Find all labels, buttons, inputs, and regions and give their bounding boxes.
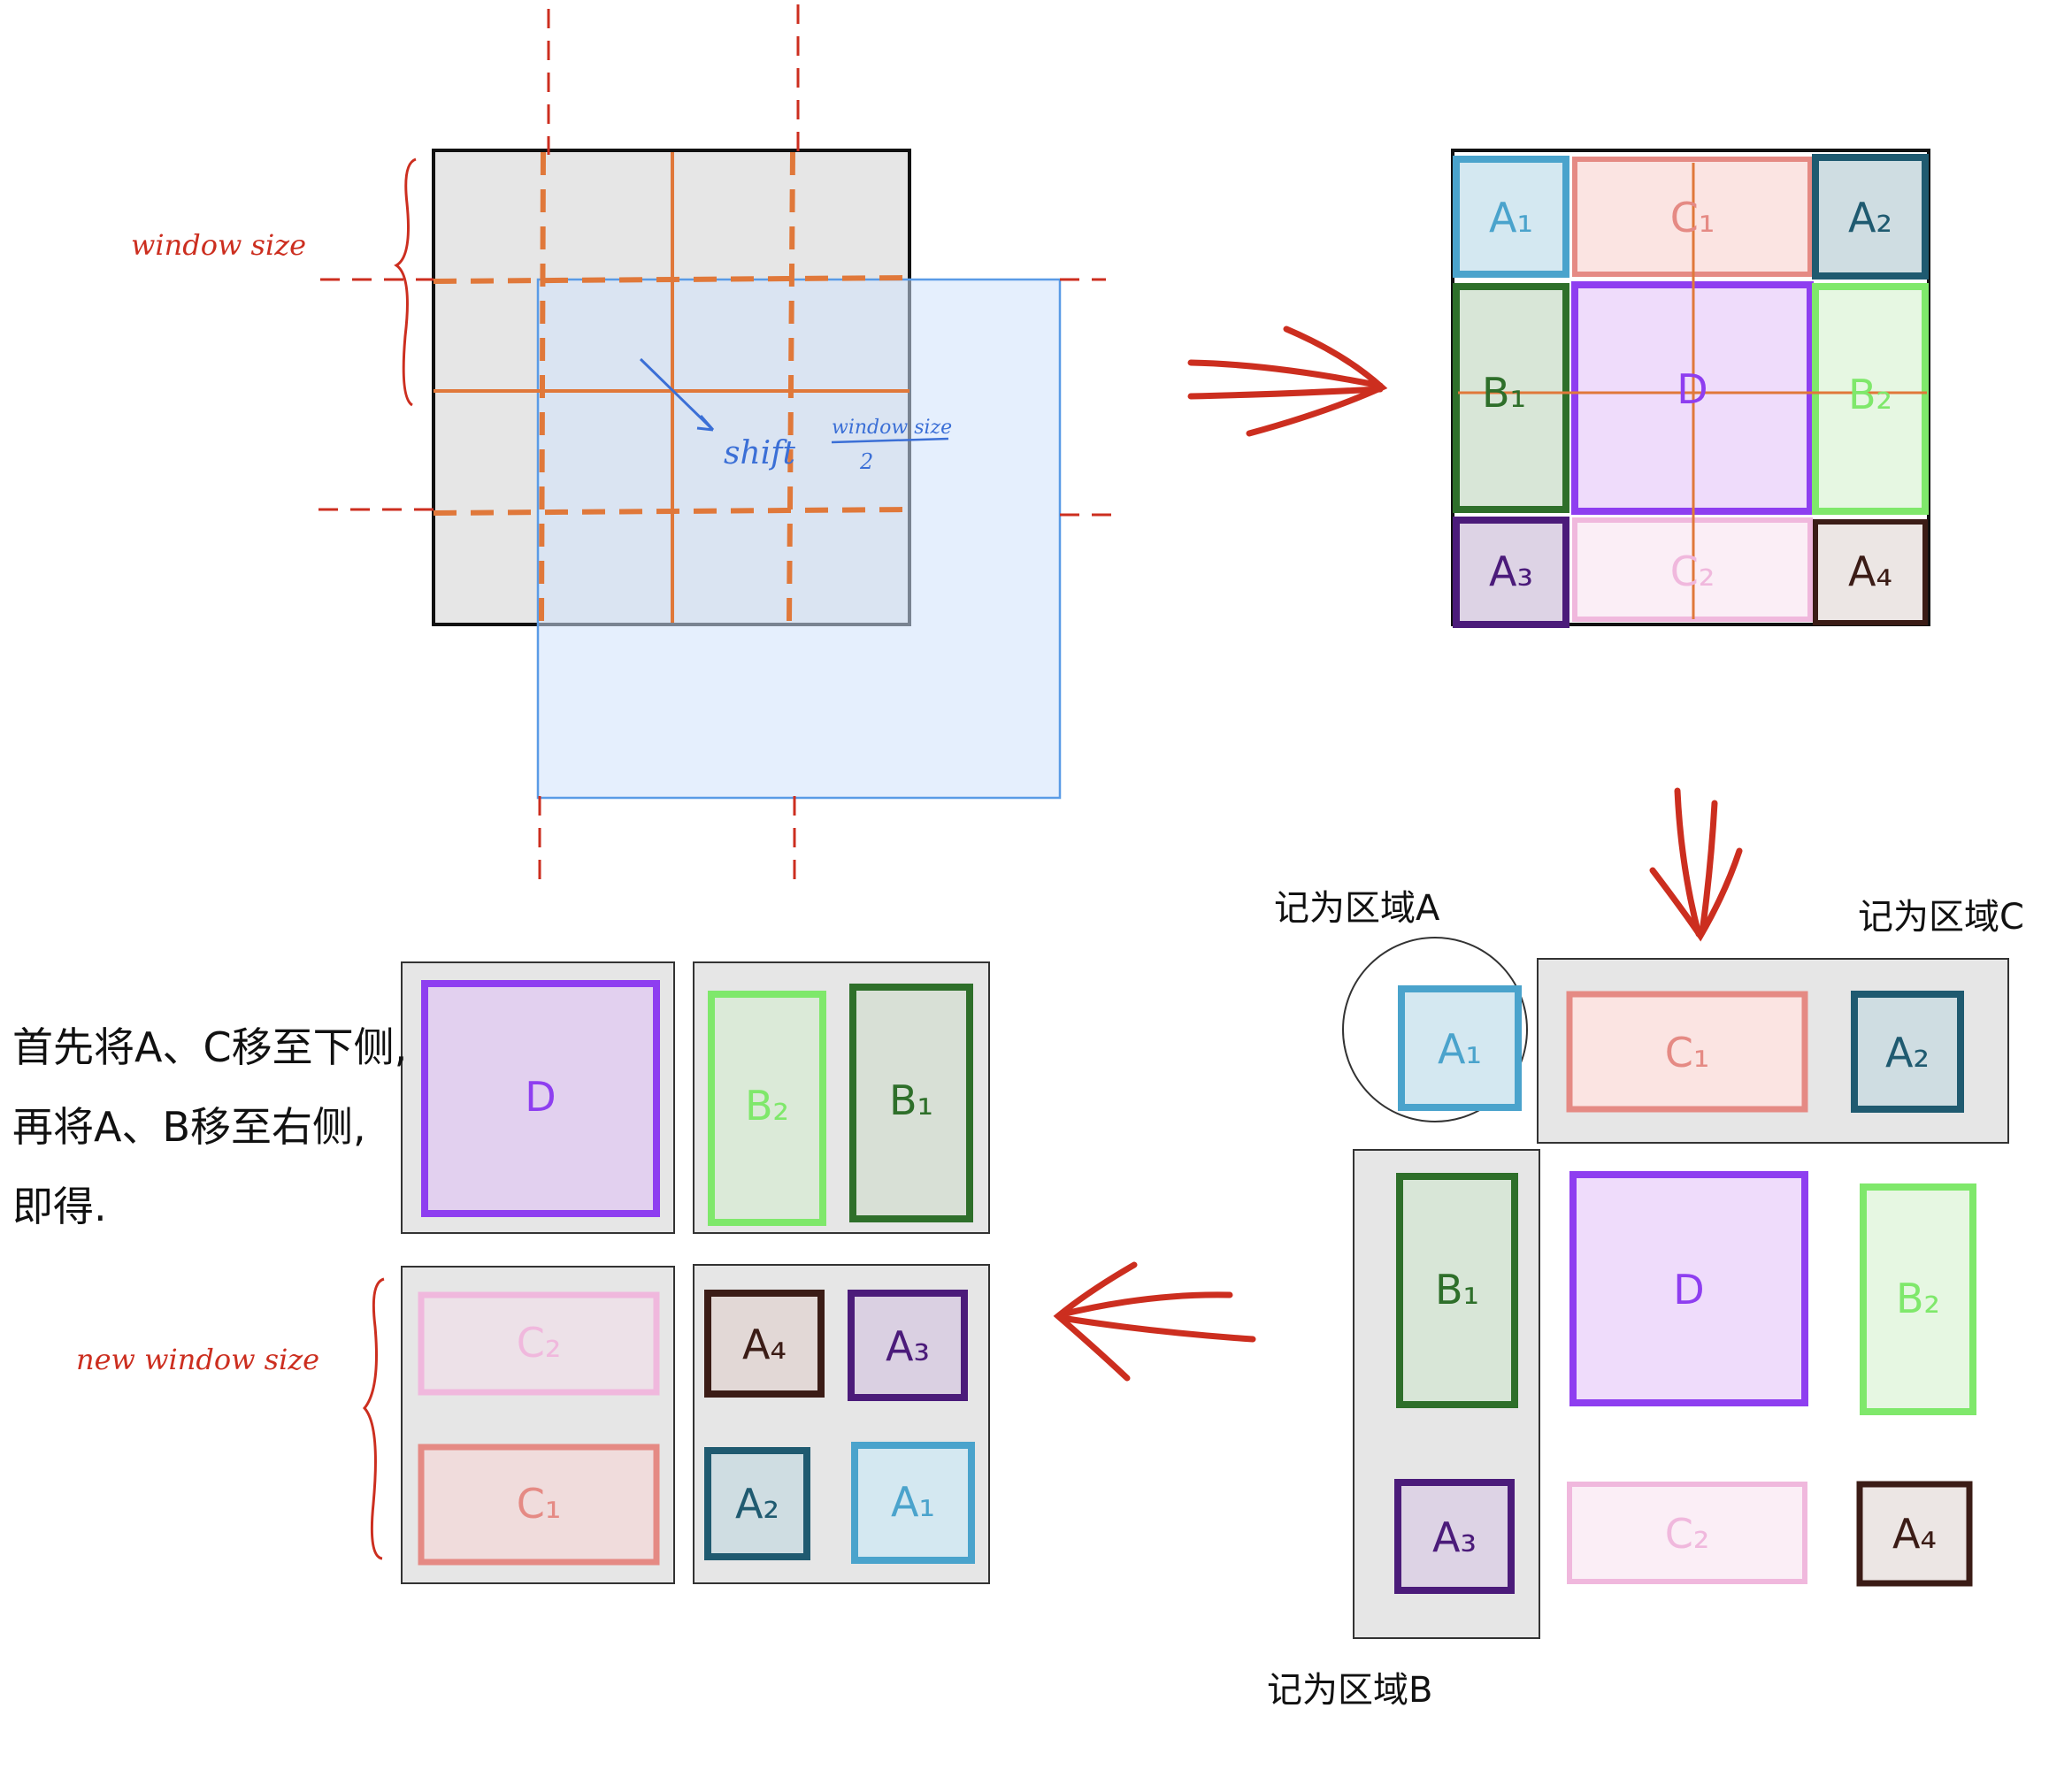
cell-a3: [1453, 517, 1569, 628]
cell-a4: [1856, 1481, 1973, 1587]
cell-c2: [1567, 1482, 1807, 1584]
label-a3: A₃: [1432, 1513, 1477, 1561]
cut-lines: [318, 4, 1117, 885]
note-line-1: 首先将A、C移至下侧,: [12, 1023, 407, 1071]
label-c2: C₂: [1670, 548, 1715, 595]
label-b1: B₁: [1482, 369, 1526, 417]
shift-denominator: 2: [859, 449, 873, 474]
cell-a1: [1453, 156, 1569, 278]
shift-numerator: window size: [832, 417, 952, 439]
label-d: D: [1677, 365, 1707, 413]
label-c1: C₁: [1665, 1029, 1710, 1076]
panel-regions: A₁ C₁ A₂ B₁ D B₂ A₃ C₂ A₄ 记为区域A 记为区域C 记为…: [1267, 888, 2024, 1711]
shift-fraction-bar: [831, 437, 949, 444]
note-line-2: 再将A、B移至右侧,: [12, 1103, 366, 1151]
cell-c1: [1566, 991, 1808, 1113]
cell-c2: [418, 1291, 660, 1396]
label-c2: C₂: [1665, 1510, 1710, 1558]
region-a-label: 记为区域A: [1274, 888, 1440, 929]
new-window-size-brace: [363, 1277, 385, 1560]
label-a1: A₁: [1489, 194, 1533, 241]
cell-d: [1569, 1171, 1808, 1406]
shifted-lines: [433, 151, 910, 624]
arrow-left: [1053, 1261, 1256, 1382]
cell-a2: [1851, 991, 1964, 1113]
panel-shifted-window: window size shift window size 2: [131, 4, 1117, 885]
label-a1: A₁: [1438, 1025, 1482, 1073]
label-c2: C₂: [517, 1319, 562, 1367]
label-b2: B₂: [1896, 1275, 1940, 1322]
cell-a3: [1394, 1479, 1515, 1594]
label-a4: A₄: [742, 1321, 787, 1368]
shift-arrow: [639, 357, 715, 432]
window-size-label: window size: [131, 228, 306, 262]
cell-a1: [851, 1442, 975, 1564]
cell-b1: [1396, 1173, 1518, 1408]
label-b1: B₁: [889, 1076, 933, 1124]
cell-a2: [704, 1447, 810, 1560]
shift-label: shift: [724, 435, 795, 471]
note-line-3: 即得.: [12, 1183, 107, 1230]
label-a4: A₄: [1848, 548, 1892, 595]
cell-b2: [1812, 283, 1929, 515]
label-a3: A₃: [886, 1322, 930, 1370]
label-b1: B₁: [1435, 1266, 1479, 1314]
label-c1: C₁: [517, 1480, 562, 1528]
window-size-brace: [394, 157, 417, 407]
arrow-right: [1187, 326, 1388, 437]
region-a-circle: [1342, 937, 1528, 1122]
cell-b2: [708, 991, 826, 1226]
cell-a4: [1813, 519, 1928, 625]
label-b2: B₂: [1848, 371, 1892, 418]
cell-a2: [1812, 154, 1929, 280]
label-a2: A₂: [1885, 1029, 1930, 1076]
new-window-size-label: new window size: [76, 1343, 319, 1376]
cell-d: [421, 980, 660, 1217]
shifted-window: [536, 278, 1062, 800]
label-a2: A₂: [735, 1480, 779, 1528]
label-b2: B₂: [745, 1082, 789, 1130]
cell-a3: [848, 1290, 968, 1401]
panel-partitioned: A₁ C₁ A₂ B₁ D B₂ A₃ C₂ A₄: [1451, 149, 1930, 628]
label-a1: A₁: [891, 1478, 935, 1526]
cell-c1: [418, 1444, 660, 1566]
label-a4: A₄: [1892, 1510, 1937, 1558]
panel-rearranged: D B₂ B₁ C₂ C₁ A₄ A₃ A₂ A₁ 首先将A、C移至下侧, 再将…: [12, 961, 990, 1584]
cell-a1: [1398, 985, 1522, 1111]
cell-b2: [1860, 1183, 1976, 1415]
region-b-label: 记为区域B: [1267, 1670, 1432, 1711]
arrow-down: [1649, 787, 1743, 942]
cell-b1: [849, 984, 973, 1222]
region-c-label: 记为区域C: [1858, 897, 2024, 938]
label-c1: C₁: [1670, 194, 1715, 241]
cell-a4: [704, 1290, 825, 1398]
label-d: D: [1673, 1266, 1704, 1314]
cell-b1: [1453, 283, 1569, 513]
label-a3: A₃: [1489, 548, 1533, 595]
label-a2: A₂: [1848, 194, 1892, 241]
label-d: D: [525, 1073, 556, 1121]
